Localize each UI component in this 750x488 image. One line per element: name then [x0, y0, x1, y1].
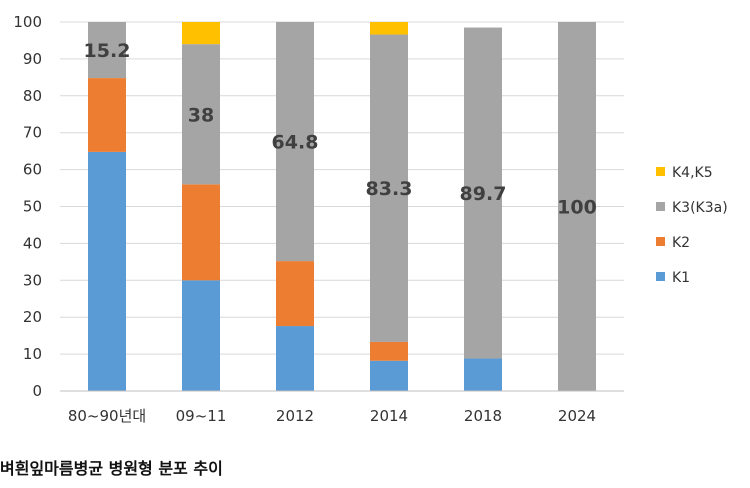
y-tick-label: 50	[23, 198, 42, 216]
x-tick-label: 09~11	[176, 407, 227, 425]
bar-segment	[370, 360, 408, 391]
bar-stack	[370, 22, 408, 391]
bar-segment	[558, 22, 596, 391]
bar-segment	[182, 44, 220, 185]
data-label: 100	[557, 197, 597, 219]
bar-stack	[558, 22, 596, 391]
bar-segment	[88, 78, 126, 152]
bar-segment	[370, 34, 408, 342]
bar-segment	[88, 151, 126, 391]
bar-stack	[276, 22, 314, 391]
y-tick-label: 40	[23, 234, 42, 252]
x-tick-label: 2018	[464, 407, 502, 425]
y-tick-label: 60	[23, 161, 42, 179]
stacked-bar-chart: 0 10 20 30 40 50 60 70 80 90 100 80~90년대 09~11 2012 2…	[13, 13, 728, 425]
legend-label: K4,K5	[672, 165, 713, 181]
gridlines	[60, 21, 624, 355]
bar-stack	[464, 27, 502, 391]
bar-segment	[276, 261, 314, 327]
x-tick-label: 2024	[558, 407, 596, 425]
bar-segment	[88, 22, 126, 79]
data-label: 38	[188, 104, 214, 126]
y-tick-label: 90	[23, 50, 42, 68]
legend-label: K1	[672, 270, 690, 286]
legend: K4,K5 K3(K3a) K2 K1	[656, 165, 728, 286]
data-label: 15.2	[84, 40, 131, 62]
legend-item: K2	[656, 235, 690, 251]
x-tick-label: 2012	[276, 407, 314, 425]
legend-item: K1	[656, 270, 690, 286]
legend-swatch	[656, 167, 665, 176]
y-tick-label: 30	[23, 271, 42, 289]
x-tick-label: 80~90년대	[68, 407, 146, 425]
y-tick-label: 100	[13, 13, 42, 31]
data-label: 89.7	[460, 183, 507, 205]
legend-item: K3(K3a)	[656, 200, 728, 216]
legend-swatch	[656, 237, 665, 246]
data-label: 64.8	[272, 132, 319, 154]
bars	[88, 22, 596, 391]
y-tick-label: 70	[23, 124, 42, 142]
bar-segment	[370, 341, 408, 361]
legend-item: K4,K5	[656, 165, 713, 181]
y-tick-label: 80	[23, 87, 42, 105]
legend-swatch	[656, 272, 665, 281]
y-tick-label: 0	[32, 382, 42, 400]
legend-swatch	[656, 202, 665, 211]
bar-segment	[370, 22, 408, 35]
y-tick-label: 10	[23, 345, 42, 363]
bar-segment	[464, 27, 502, 359]
chart-caption: 벼흰잎마름병균 병원형 분포 추이	[0, 459, 223, 478]
bar-segment	[464, 358, 502, 391]
bar-segment	[182, 22, 220, 45]
y-axis-ticks: 0 10 20 30 40 50 60 70 80 90 100	[13, 13, 42, 400]
data-label: 83.3	[366, 178, 413, 200]
data-labels: 15.2 38 64.8 83.3 89.7 100	[84, 40, 597, 218]
legend-label: K3(K3a)	[672, 200, 728, 216]
x-axis-ticks: 80~90년대 09~11 2012 2014 2018 2024	[68, 407, 596, 425]
y-tick-label: 20	[23, 308, 42, 326]
bar-segment	[182, 184, 220, 281]
bar-stack	[182, 22, 220, 391]
bar-segment	[276, 326, 314, 391]
x-tick-label: 2014	[370, 407, 408, 425]
bar-segment	[182, 280, 220, 391]
bar-stack	[88, 22, 126, 391]
legend-label: K2	[672, 235, 690, 251]
bar-segment	[276, 22, 314, 262]
